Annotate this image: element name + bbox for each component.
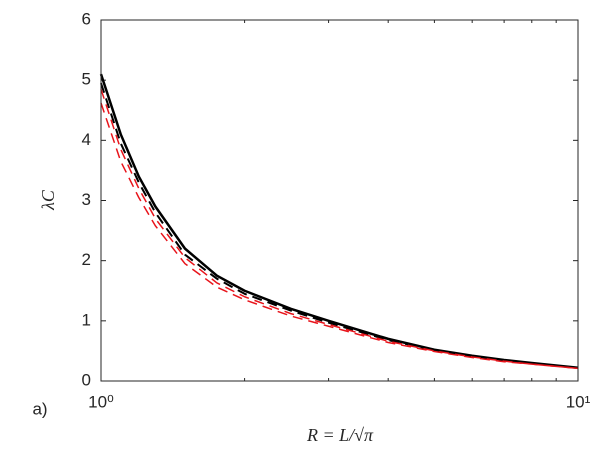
- y-tick-label: 6: [82, 9, 91, 28]
- series-line: [100, 102, 579, 370]
- x-axis-label: R = L/√π: [306, 425, 374, 445]
- x-tick-label: 10¹: [566, 392, 591, 411]
- y-tick-label: 2: [82, 250, 91, 269]
- plot-frame: [100, 19, 579, 382]
- y-axis-label: λC: [38, 189, 58, 211]
- y-tick-label: 4: [82, 130, 91, 149]
- y-tick-label: 0: [82, 370, 91, 389]
- y-tick-label: 1: [82, 310, 91, 329]
- x-tick-label: 10⁰: [88, 392, 114, 411]
- y-tick-label: 5: [82, 70, 91, 89]
- panel-label: a): [32, 399, 47, 418]
- y-tick-label: 3: [82, 190, 91, 209]
- series-line: [100, 88, 579, 370]
